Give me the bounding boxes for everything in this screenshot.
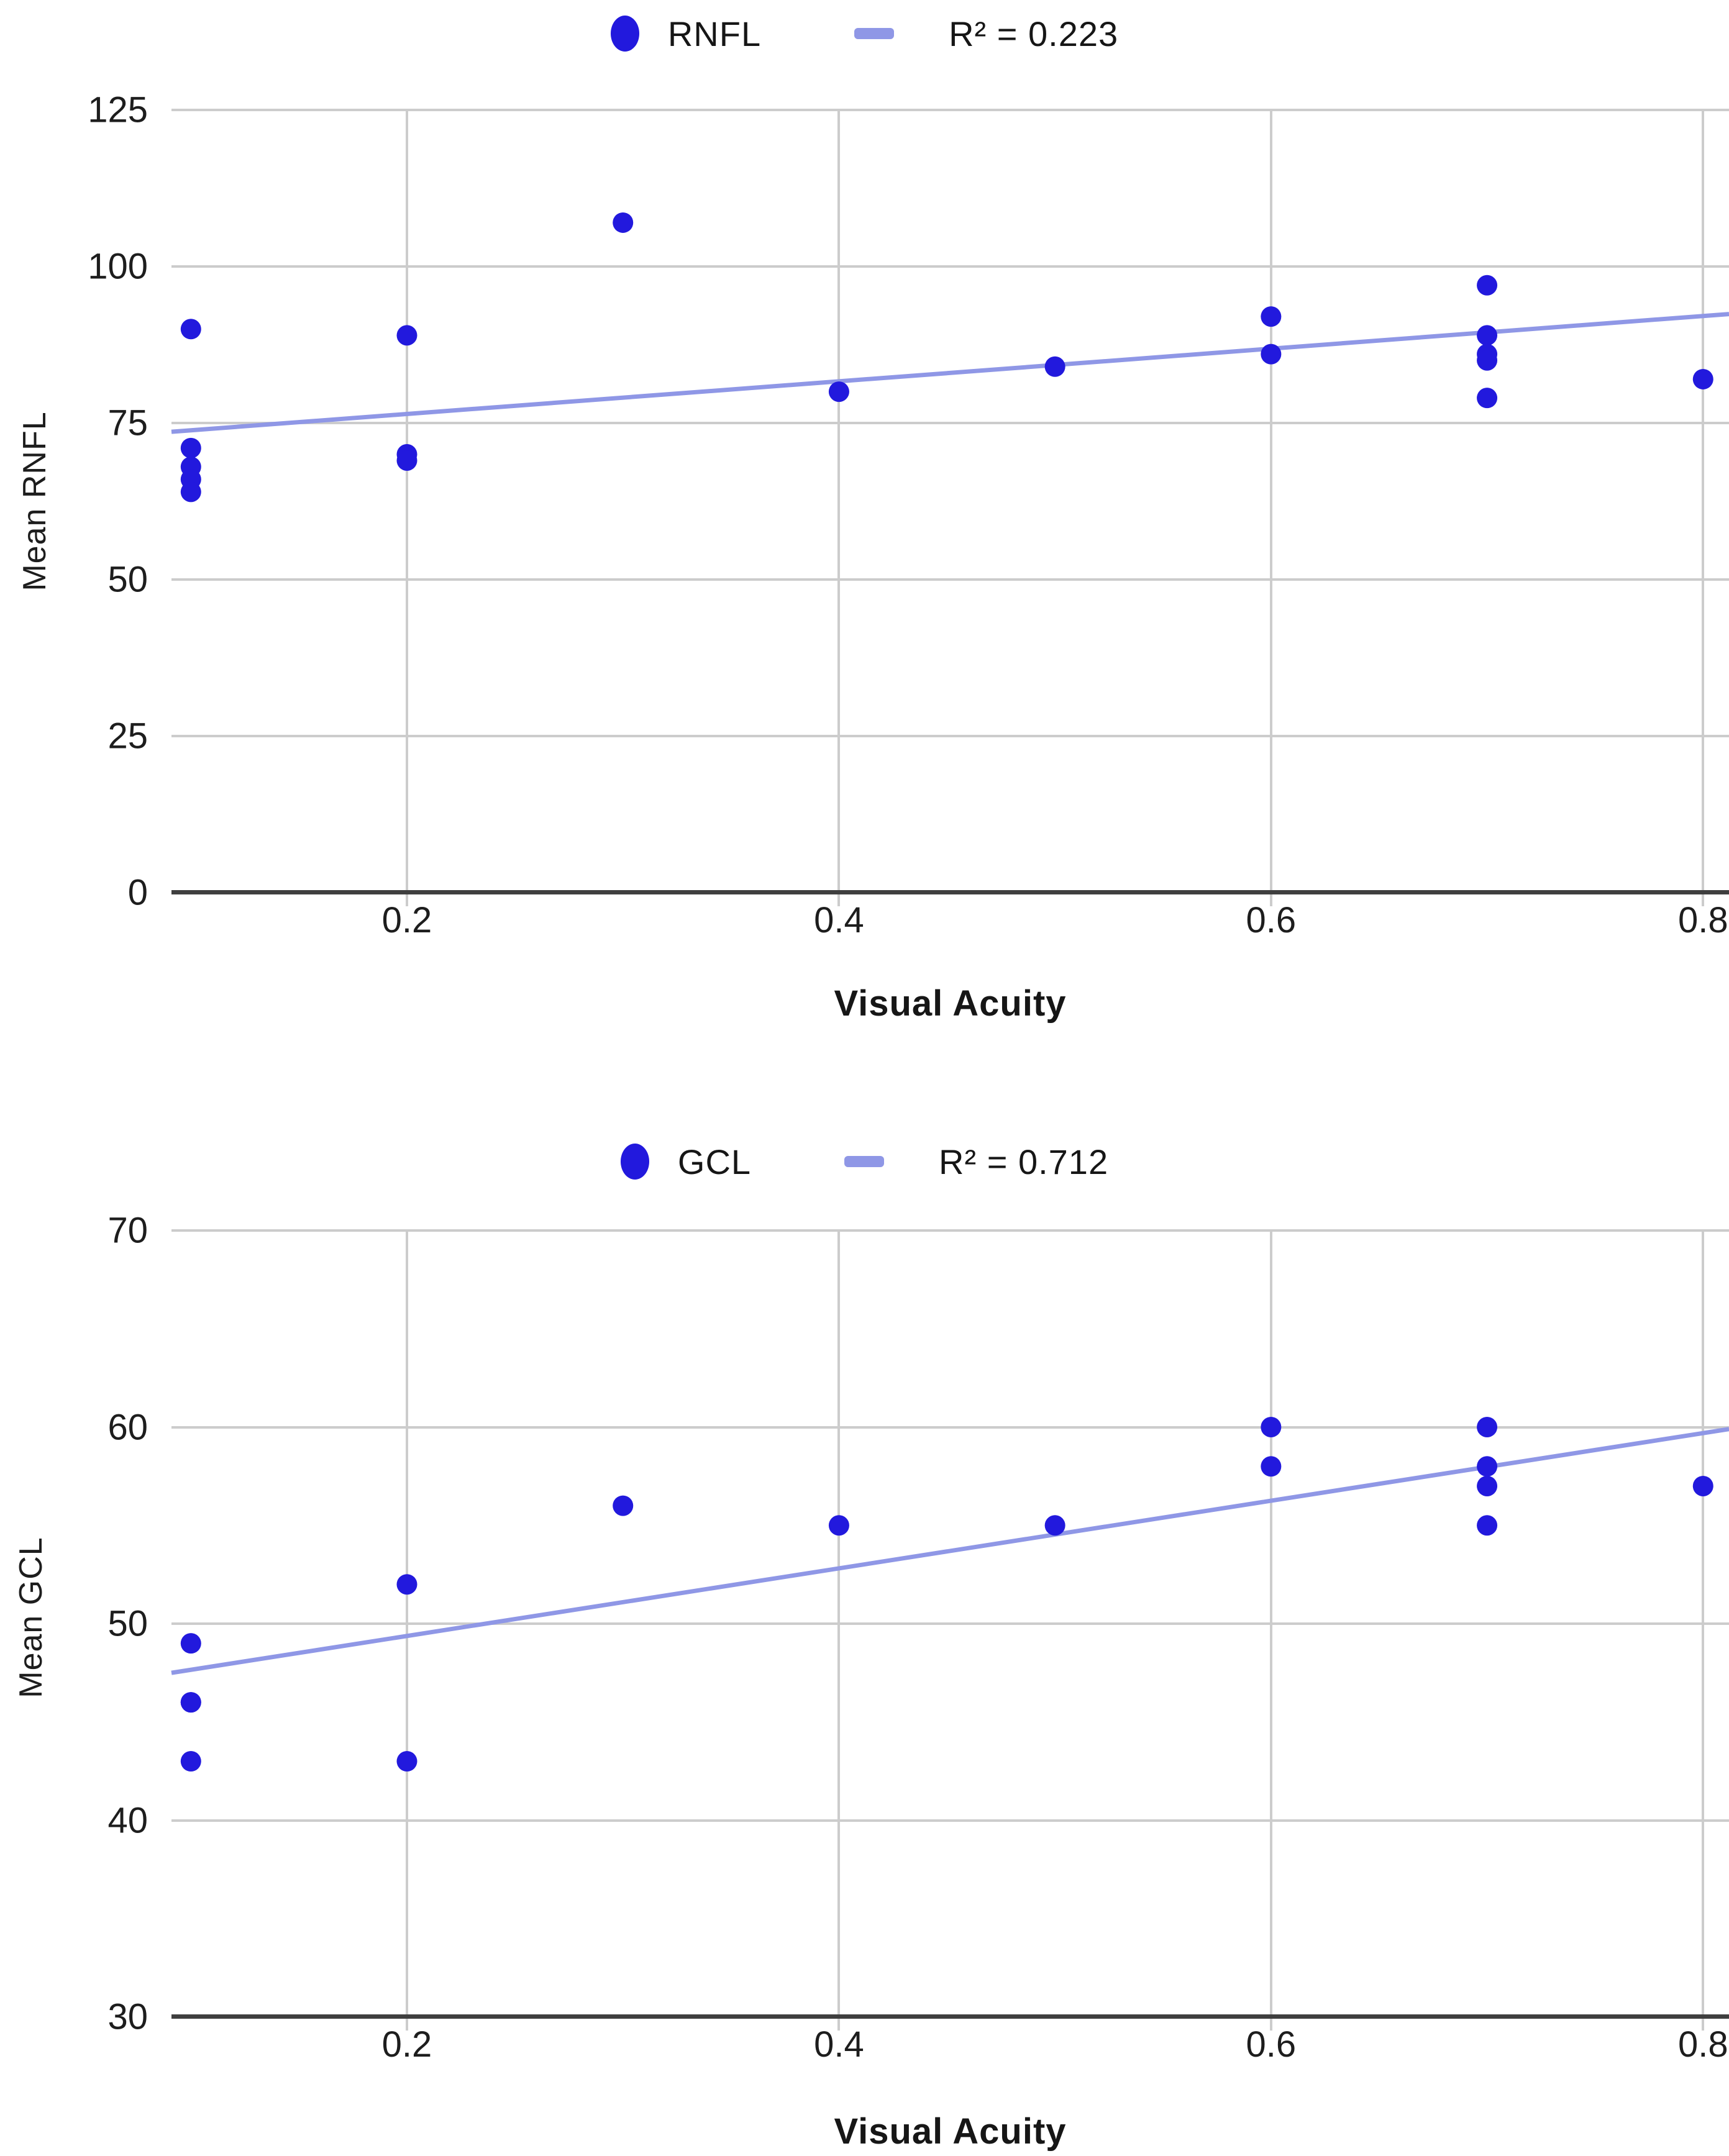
scatter-point: [1261, 343, 1282, 365]
x-tick-label: 0.4: [814, 2024, 864, 2065]
plot-area-gcl: [171, 1229, 1729, 2031]
scatter-point: [1477, 275, 1498, 296]
gridline-vertical: [1702, 1230, 1705, 2031]
y-tick-label: 60: [107, 1407, 148, 1447]
x-tick-label: 0.2: [381, 900, 432, 940]
x-axis-title-rnfl: Visual Acuity: [834, 983, 1067, 1024]
gridline-horizontal: [171, 735, 1729, 737]
scatter-point: [1477, 388, 1498, 409]
x-tick-label: 0.6: [1246, 900, 1297, 940]
scatter-point: [613, 1495, 634, 1516]
gridline-horizontal: [171, 1426, 1729, 1429]
x-tick-label: 0.4: [814, 900, 864, 940]
y-tick-label: 25: [107, 716, 148, 757]
scatter-point: [180, 1692, 201, 1713]
gridline-vertical: [406, 110, 408, 906]
y-tick-label: 125: [88, 89, 148, 130]
y-tick-label: 30: [107, 1996, 148, 2037]
chart-canvas: [171, 1417, 1729, 1772]
scatter-point: [1477, 1456, 1498, 1477]
legend-gcl: GCL R² = 0.712: [0, 1132, 1729, 1191]
scatter-point: [1477, 350, 1498, 371]
scatter-point: [180, 1751, 201, 1772]
scatter-point: [180, 1633, 201, 1654]
trendline: [171, 1427, 1729, 1675]
scatter-point: [828, 1515, 849, 1536]
y-tick-label: 75: [107, 403, 148, 443]
plot-area-rnfl: [171, 109, 1729, 906]
x-axis-line: [171, 2014, 1729, 2019]
gridline-horizontal: [171, 1622, 1729, 1625]
gridline-horizontal: [171, 1229, 1729, 1232]
scatter-point: [396, 1574, 417, 1595]
gridline-horizontal: [171, 422, 1729, 424]
scatter-point: [180, 481, 201, 503]
trendline-swatch-icon: [844, 1156, 885, 1167]
x-axis-tick-labels-gcl: 0.2 0.4 0.6 0.8: [171, 2024, 1729, 2065]
series-label: GCL: [677, 1142, 752, 1181]
gridline-vertical: [837, 1230, 841, 2031]
y-tick-label: 50: [107, 559, 148, 600]
scatter-point: [1477, 1417, 1498, 1437]
x-tick-label: 0.8: [1677, 2024, 1728, 2065]
trendline-swatch-icon: [854, 28, 895, 39]
scatter-point: [396, 450, 417, 471]
scatter-point: [1261, 1417, 1282, 1437]
scatter-point: [1261, 306, 1282, 327]
x-axis-tick-labels-rnfl: 0.2 0.4 0.6 0.8: [171, 899, 1729, 940]
scatter-point: [396, 325, 417, 346]
scatter-point: [1477, 1475, 1498, 1496]
series-marker-icon: [620, 1144, 649, 1180]
scatter-point: [1477, 1515, 1498, 1536]
gridline-vertical: [1269, 110, 1272, 906]
legend-rnfl: RNFL R² = 0.223: [0, 4, 1729, 63]
x-tick-label: 0.6: [1246, 2024, 1297, 2065]
series-marker-icon: [610, 16, 639, 52]
scatter-point: [396, 1751, 417, 1772]
gridline-vertical: [406, 1230, 408, 2031]
scatter-point: [1044, 1515, 1065, 1536]
scatter-point: [1692, 368, 1713, 389]
scatter-point: [180, 437, 201, 458]
gridline-horizontal: [171, 1819, 1729, 1822]
y-tick-label: 40: [107, 1800, 148, 1840]
chart-canvas: [171, 212, 1729, 503]
gridline-vertical: [1269, 1230, 1272, 2031]
scatter-point: [180, 319, 201, 340]
gridline-vertical: [1702, 110, 1705, 906]
gridline-horizontal: [171, 109, 1729, 111]
y-tick-label: 50: [107, 1603, 148, 1644]
y-tick-label: 70: [107, 1210, 148, 1251]
y-axis-tick-labels-gcl: 30 40 50 60 70: [0, 1211, 148, 2037]
scatter-point: [1044, 356, 1065, 377]
trendline: [171, 312, 1729, 434]
series-label: RNFL: [667, 14, 762, 53]
x-tick-label: 0.8: [1677, 900, 1728, 940]
r-squared-label: R² = 0.223: [949, 14, 1119, 53]
y-tick-label: 0: [127, 872, 148, 913]
scatter-point: [828, 381, 849, 403]
x-axis-line: [171, 890, 1729, 894]
scatter-point: [1477, 325, 1498, 346]
gridline-horizontal: [171, 578, 1729, 581]
y-tick-label: 100: [88, 246, 148, 287]
y-axis-tick-labels-rnfl: 0 25 50 75 100 125: [0, 90, 148, 913]
r-squared-label: R² = 0.712: [939, 1142, 1109, 1181]
gridline-vertical: [837, 110, 841, 906]
scatter-point: [1692, 1475, 1713, 1496]
scatter-point: [1261, 1456, 1282, 1477]
gridline-horizontal: [171, 265, 1729, 268]
x-axis-title-gcl: Visual Acuity: [834, 2111, 1067, 2152]
x-tick-label: 0.2: [381, 2024, 432, 2065]
scatter-point: [613, 212, 634, 233]
